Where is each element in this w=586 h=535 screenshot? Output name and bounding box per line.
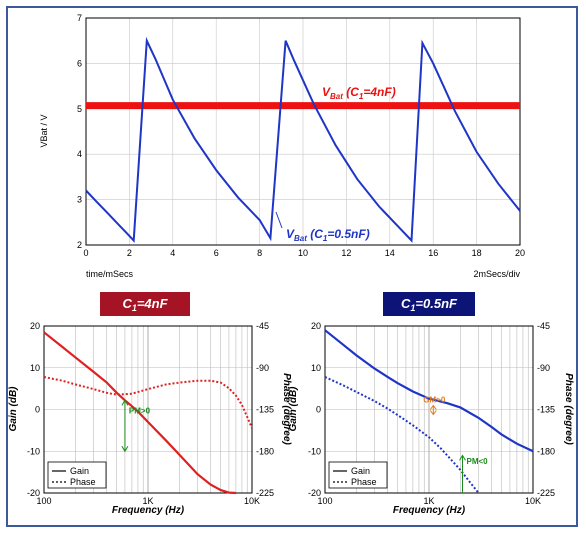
transient-x-ticks: 0 2 4 6 8 10 12 14 16 18 20 [83, 248, 525, 258]
bode-05nf-y-tick-label: 0 [316, 405, 321, 415]
bode-4nf-y-tick-label: 0 [35, 405, 40, 415]
transient-y-tick-label: 2 [77, 240, 82, 250]
bode-4nf-grid [44, 326, 252, 493]
bode-4nf-y-tick-label: 20 [30, 321, 40, 331]
transient-y-tick-label: 5 [77, 104, 82, 114]
ripple-line [85, 36, 521, 243]
bode-05nf-legend-gain-label: Gain [351, 466, 370, 476]
transient-series [85, 36, 521, 243]
bode-05nf-y2-tick-label: -225 [537, 488, 555, 498]
bode-4nf-annotations: PM>0 [121, 399, 151, 453]
bode-05nf-y-axis-label: Gain (dB) [288, 386, 299, 432]
header-4nf-box [100, 292, 190, 316]
transient-x-tick-label: 2 [127, 248, 132, 258]
header-05nf-box [383, 292, 475, 316]
transient-x-tick-label: 4 [170, 248, 175, 258]
bode-05nf-x-tick-label: 100 [317, 496, 332, 506]
bode-4nf-x-axis-label: Frequency (Hz) [112, 505, 185, 516]
transient-y-ticks: 2 3 4 5 6 7 [77, 13, 82, 250]
dc-level-label: VBat (C1=4nF) [322, 85, 396, 101]
bode-4nf-x-tick-label: 1K [142, 496, 153, 506]
header-4nf-label: C1=4nF [122, 296, 168, 313]
transient-x-per-div-label: 2mSecs/div [473, 269, 520, 279]
transient-y-tick-label: 7 [77, 13, 82, 23]
pm-marker-arrowhead [121, 399, 129, 406]
pm-marker-arrowhead [121, 445, 129, 453]
bode-05nf-y-tick-label: -10 [308, 446, 321, 456]
bode-05nf-y2-tick-label: -45 [537, 321, 550, 331]
bode-4nf-y2-tick-label: -45 [256, 321, 269, 331]
bode-4nf-x-tick-label: 100 [36, 496, 51, 506]
transient-x-tick-label: 20 [515, 248, 525, 258]
ripple-label: VBat (C1=0.5nF) [286, 227, 370, 243]
transient-y-tick-label: 6 [77, 58, 82, 68]
bode-4nf-y2-axis-label: Phase (degree) [281, 373, 292, 445]
transient-y-tick-label: 3 [77, 195, 82, 205]
bode-05nf-x-tick-label: 10K [525, 496, 541, 506]
bode-4nf-y-tick-label: -20 [27, 488, 40, 498]
pm-marker-arrowhead [459, 454, 466, 461]
bode-4nf-gain-line [43, 331, 236, 495]
transient-x-tick-label: 0 [83, 248, 88, 258]
bode-4nf-y2-tick-label: -180 [256, 446, 274, 456]
transient-x-tick-label: 18 [472, 248, 482, 258]
bode-05nf-x-axis-label: Frequency (Hz) [393, 505, 466, 516]
bode-05nf-legend-box [328, 461, 388, 489]
gm-marker-arrowhead [429, 410, 437, 416]
bode-4nf-series [43, 331, 253, 495]
bode-05nf-y-tick-label: 20 [311, 321, 321, 331]
bode-05nf-y2-tick-label: -135 [537, 405, 555, 415]
bode-4nf-legend-gain-label: Gain [70, 466, 89, 476]
bode-05nf-y-tick-label: 10 [311, 363, 321, 373]
figure-frame [6, 6, 578, 527]
transient-y-tick-label: 4 [77, 149, 82, 159]
pm-label: PM<0 [467, 457, 489, 466]
bode-4nf-y2-tick-label: -225 [256, 488, 274, 498]
bode-4nf-legend-phase-label: Phase [70, 477, 96, 487]
bode-05nf-y2-tick-label: -90 [537, 363, 550, 373]
bode-4nf-y-axis-label: Gain (dB) [8, 386, 19, 432]
bode-05nf-series [324, 329, 534, 494]
bode-4nf-y2-tick-label: -90 [256, 363, 269, 373]
pm-label: PM>0 [129, 407, 151, 416]
bode-05nf-plot-border [324, 325, 534, 494]
bode-05nf-y2-tick-label: -180 [537, 446, 555, 456]
bode-05nf-y-tick-label: -20 [308, 488, 321, 498]
transient-y-axis-label: VBat / V [39, 114, 49, 147]
transient-plot-border [85, 17, 521, 246]
bode-05nf-gain-line [324, 329, 534, 453]
bode-05nf-y2-axis-label: Phase (degree) [563, 373, 574, 445]
transient-x-tick-label: 10 [298, 248, 308, 258]
bode-05nf-annotations: GM>0 PM<0 [423, 396, 489, 493]
bode-4nf-phase-line [43, 376, 253, 429]
bode-05nf-x-tick-label: 1K [423, 496, 434, 506]
transient-x-tick-label: 6 [214, 248, 219, 258]
bode-4nf-y-tick-label: 10 [30, 363, 40, 373]
transient-x-tick-label: 16 [428, 248, 438, 258]
bode-4nf-plot-border [43, 325, 253, 494]
bode-05nf-phase-line [324, 376, 480, 494]
bode-4nf-legend-box [47, 461, 107, 489]
transient-x-tick-label: 12 [341, 248, 351, 258]
header-05nf-label: C1=0.5nF [401, 296, 458, 313]
gm-marker-arrowhead [429, 404, 437, 410]
bode-4nf-y2-tick-label: -135 [256, 405, 274, 415]
bode-05nf-legend-phase-label: Phase [351, 477, 377, 487]
transient-x-tick-label: 8 [257, 248, 262, 258]
gm-label: GM>0 [423, 396, 446, 405]
ripple-label-leader [275, 211, 283, 229]
transient-x-axis-label: time/mSecs [86, 269, 134, 279]
bode-4nf-x-tick-label: 10K [244, 496, 260, 506]
transient-x-tick-label: 14 [385, 248, 395, 258]
bode-4nf-y-tick-label: -10 [27, 446, 40, 456]
